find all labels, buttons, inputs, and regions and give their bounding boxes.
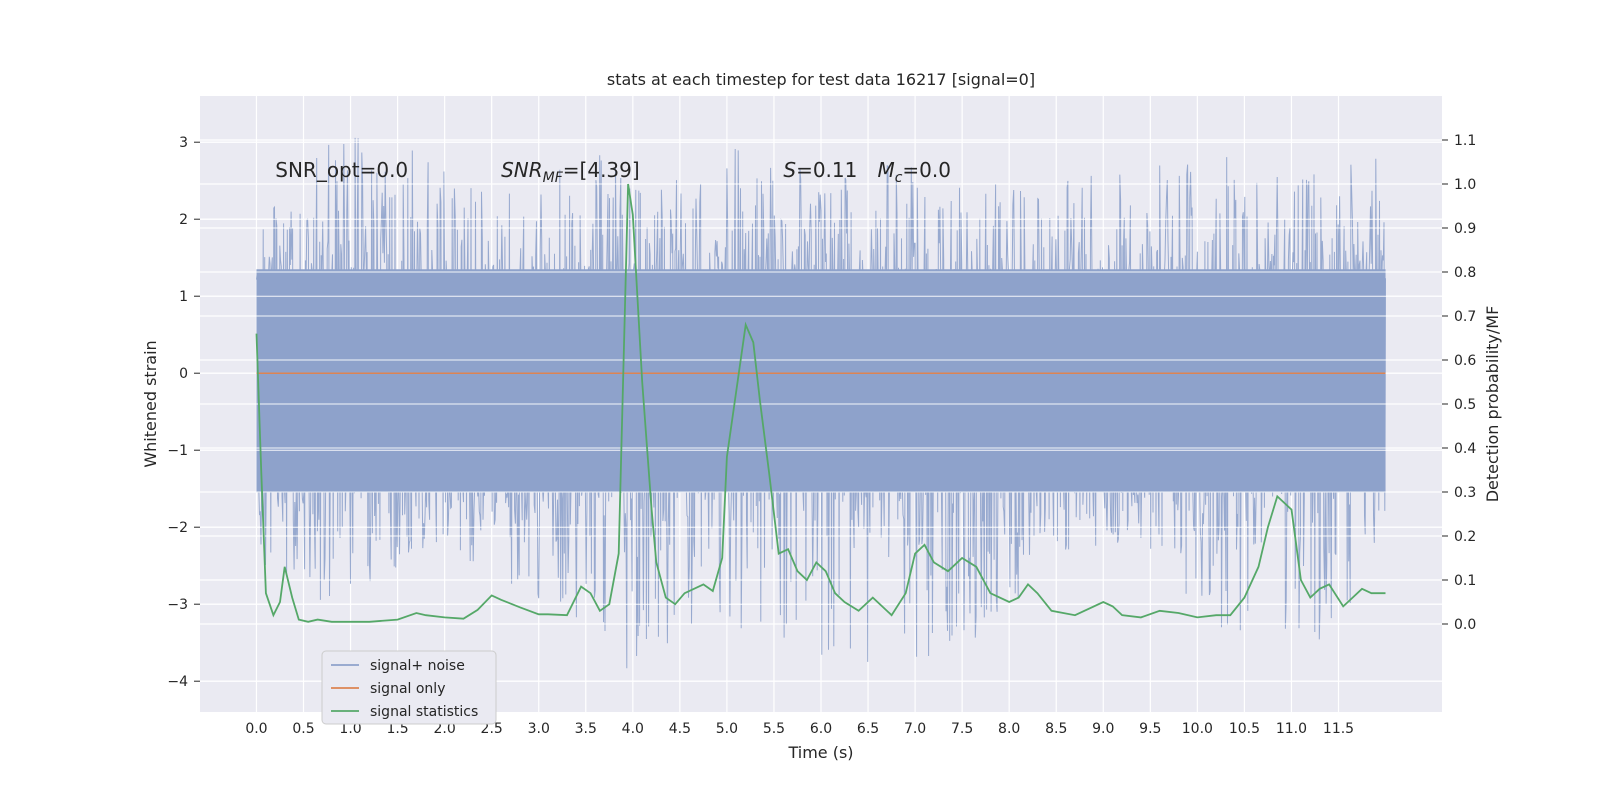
x-tick-label: 10.0 xyxy=(1182,721,1213,737)
x-tick-label: 2.5 xyxy=(481,721,503,737)
x-tick-label: 4.5 xyxy=(669,721,691,737)
legend: signal+ noise signal only signal statistic… xyxy=(321,650,497,725)
annotation-1: SNRMF=[4.39] xyxy=(501,158,640,186)
y-tick-label: 1 xyxy=(179,289,188,305)
x-tick-label: 7.0 xyxy=(904,721,926,737)
x-axis-label: Time (s) xyxy=(787,743,853,762)
legend-label: signal only xyxy=(370,681,445,697)
y-tick-label: 0 xyxy=(179,366,188,382)
y2-tick-label: 0.1 xyxy=(1454,573,1476,589)
legend-label: signal statistics xyxy=(370,704,478,720)
x-tick-label: 4.0 xyxy=(622,721,644,737)
x-tick-label: 3.5 xyxy=(575,721,597,737)
y-tick-label: −3 xyxy=(167,597,188,613)
x-tick-label: 1.0 xyxy=(339,721,361,737)
y2-tick-label: 0.8 xyxy=(1454,265,1476,281)
y-tick-label: −1 xyxy=(167,443,188,459)
y2-tick-label: 0.6 xyxy=(1454,353,1476,369)
x-tick-label: 8.0 xyxy=(998,721,1020,737)
chart-title: stats at each timestep for test data 162… xyxy=(607,70,1035,89)
x-tick-label: 0.5 xyxy=(292,721,314,737)
y2-tick-label: 0.2 xyxy=(1454,529,1476,545)
x-tick-label: 0.0 xyxy=(245,721,267,737)
tick-labels: 0.0 0.5 1.0 1.5 2.0 2.5 3.0 3.5 4.0 4.5 5.0 5.5 6.0 6… xyxy=(167,133,1476,737)
x-tick-label: 3.0 xyxy=(528,721,550,737)
y2-tick-label: 0.7 xyxy=(1454,309,1476,325)
y2-tick-label: 1.1 xyxy=(1454,133,1476,149)
x-tick-label: 5.0 xyxy=(716,721,738,737)
x-tick-label: 8.5 xyxy=(1045,721,1067,737)
annotations: SNR_opt=0.0 SNRMF=[4.39] S=0.11 Mc=0.0 xyxy=(275,158,951,186)
annotation-0: SNR_opt=0.0 xyxy=(275,158,408,182)
y2-tick-label: 0.4 xyxy=(1454,441,1476,457)
y2-axis-label: Detection probability/MF xyxy=(1483,306,1502,503)
y2-tick-label: 0.5 xyxy=(1454,397,1476,413)
x-tick-label: 9.5 xyxy=(1139,721,1161,737)
x-tick-label: 1.5 xyxy=(386,721,408,737)
legend-box xyxy=(321,650,497,725)
x-tick-label: 6.5 xyxy=(857,721,879,737)
x-tick-label: 6.0 xyxy=(810,721,832,737)
y-axis-label: Whitened strain xyxy=(141,340,160,467)
y-tick-label: 2 xyxy=(179,212,188,228)
annotation-2: S=0.11 xyxy=(783,158,857,182)
x-tick-label: 9.0 xyxy=(1092,721,1114,737)
x-tick-label: 7.5 xyxy=(951,721,973,737)
noise-band xyxy=(256,269,1386,493)
y2-tick-label: 0.3 xyxy=(1454,485,1476,501)
x-tick-label: 2.0 xyxy=(434,721,456,737)
y2-tick-label: 1.0 xyxy=(1454,177,1476,193)
x-tick-label: 10.5 xyxy=(1229,721,1260,737)
x-tick-label: 5.5 xyxy=(763,721,785,737)
series-layer xyxy=(200,137,1442,682)
y2-tick-label: 0.9 xyxy=(1454,221,1476,237)
legend-label: signal+ noise xyxy=(370,658,465,674)
series-line-signal-statistics xyxy=(255,183,1386,623)
x-tick-label: 11.5 xyxy=(1323,721,1354,737)
x-tick-label: 11.0 xyxy=(1276,721,1307,737)
annotation-3: Mc=0.0 xyxy=(877,158,951,186)
y2-tick-label: 0.0 xyxy=(1454,617,1476,633)
y-tick-label: −4 xyxy=(167,674,188,690)
y-tick-label: −2 xyxy=(167,520,188,536)
y-tick-label: 3 xyxy=(179,135,188,151)
